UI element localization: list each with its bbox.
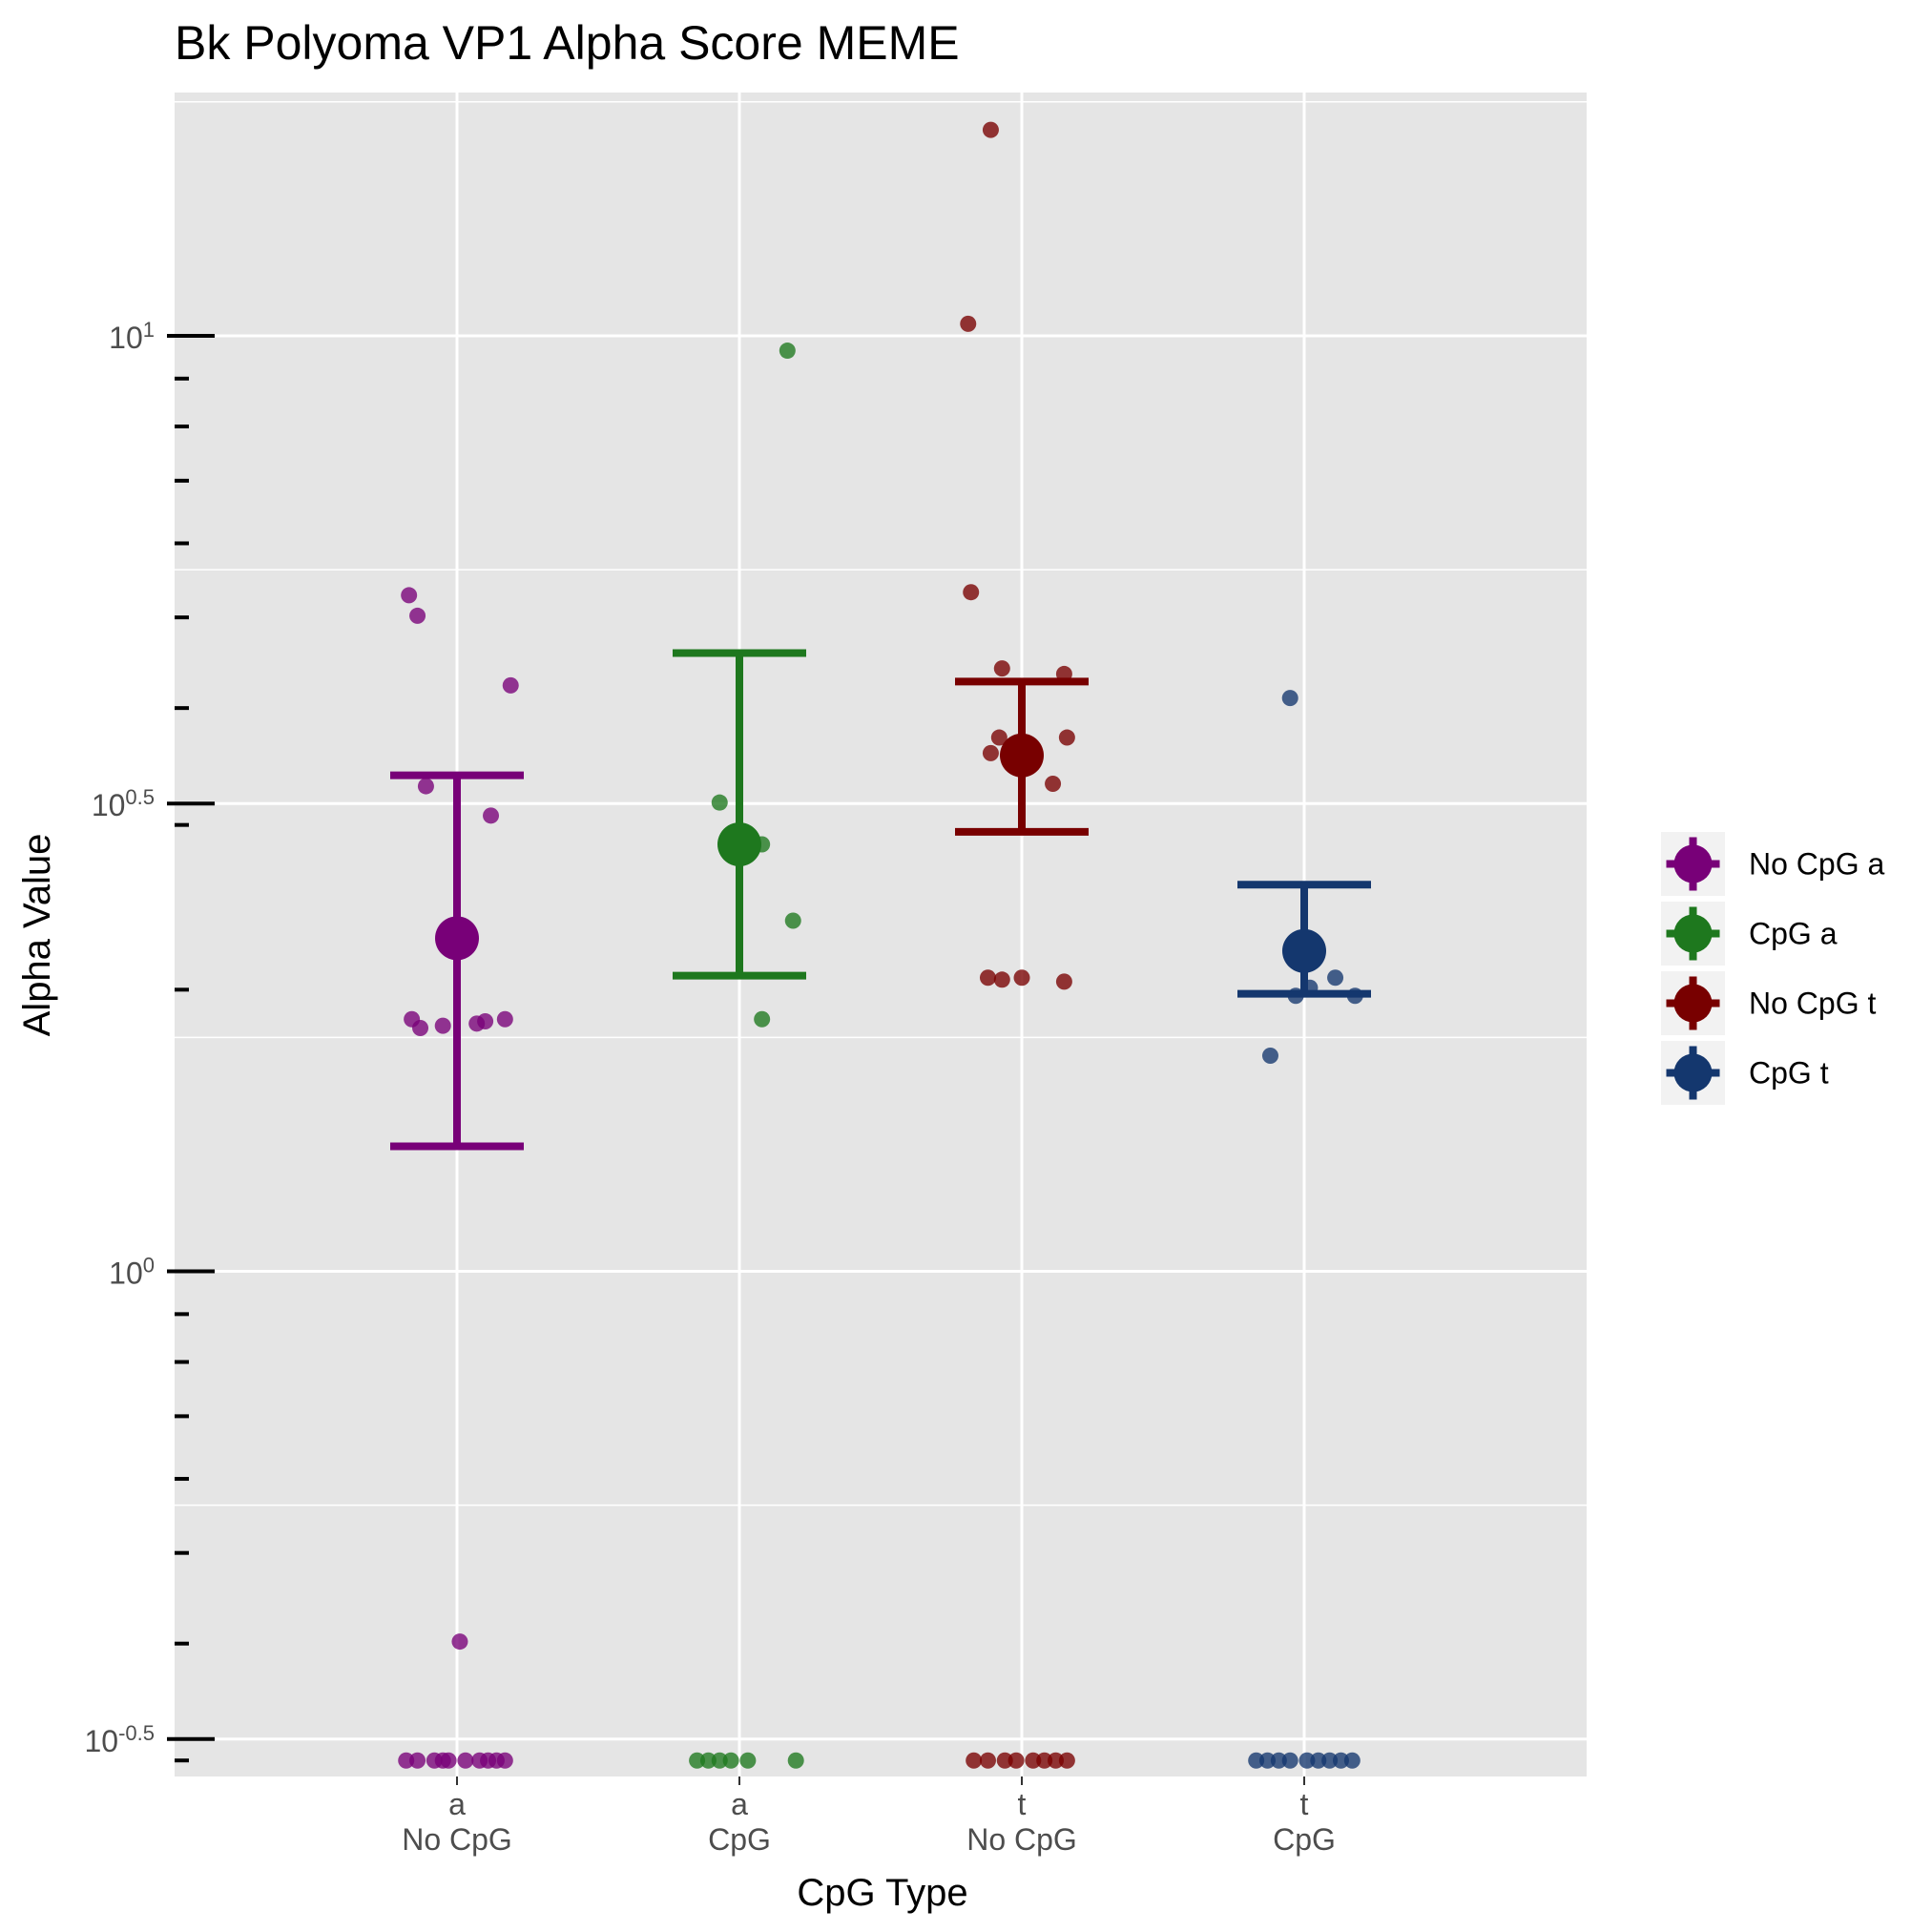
- data-point: [496, 1752, 513, 1769]
- y-axis: 10-0.5 100 100.5 101: [84, 317, 215, 1763]
- plot-panel: [175, 93, 1587, 1776]
- data-point: [1327, 969, 1344, 987]
- data-point: [409, 1752, 426, 1769]
- mean-point: [717, 822, 761, 867]
- data-point: [1008, 1752, 1025, 1769]
- data-point: [1259, 1752, 1277, 1769]
- data-point: [398, 1752, 415, 1769]
- data-point: [689, 1752, 706, 1769]
- legend-item: CpG t: [1661, 1041, 1829, 1105]
- data-point: [711, 1752, 728, 1769]
- data-point: [711, 794, 728, 811]
- data-point: [996, 1752, 1013, 1769]
- data-point: [787, 1752, 804, 1769]
- x-tick-label-line1: a: [448, 1787, 466, 1821]
- legend-label: CpG a: [1749, 917, 1838, 951]
- x-axis-title: CpG Type: [797, 1872, 967, 1914]
- mean-point: [1000, 733, 1044, 778]
- data-point: [1058, 1752, 1075, 1769]
- legend-label: CpG t: [1749, 1056, 1829, 1091]
- x-tick-label-line2: CpG: [1273, 1822, 1336, 1857]
- data-point: [1045, 775, 1062, 792]
- data-point: [1013, 969, 1030, 987]
- data-point: [1343, 1752, 1361, 1769]
- data-point: [1281, 1752, 1298, 1769]
- data-point: [1332, 1752, 1349, 1769]
- data-point: [784, 912, 801, 929]
- mean-point: [435, 916, 479, 961]
- legend: No CpG a CpG a No CpG t CpG t: [1661, 832, 1884, 1105]
- data-point: [993, 660, 1010, 677]
- data-point: [754, 1010, 771, 1028]
- legend-key-point: [1673, 844, 1713, 883]
- data-point: [412, 1019, 429, 1036]
- data-point: [979, 1752, 996, 1769]
- data-point: [1321, 1752, 1339, 1769]
- data-point: [1048, 1752, 1065, 1769]
- legend-key-point: [1673, 1053, 1713, 1092]
- data-point: [990, 729, 1008, 746]
- x-tick-label-line1: t: [1018, 1787, 1027, 1821]
- data-point: [483, 807, 500, 824]
- y-tick-label: 101: [109, 317, 155, 355]
- chart-title: Bk Polyoma VP1 Alpha Score MEME: [175, 16, 960, 70]
- data-point: [1310, 1752, 1327, 1769]
- data-point: [1298, 1752, 1316, 1769]
- data-point: [477, 1013, 494, 1030]
- data-point: [440, 1752, 457, 1769]
- data-point: [417, 778, 434, 795]
- legend-item: CpG a: [1661, 902, 1838, 966]
- x-tick-label-line2: No CpG: [966, 1822, 1077, 1857]
- x-tick-label-line1: a: [731, 1787, 748, 1821]
- data-point: [1270, 1752, 1287, 1769]
- mean-point: [1282, 928, 1326, 973]
- y-tick-label: 100: [109, 1253, 155, 1291]
- data-point: [502, 676, 519, 694]
- data-point: [960, 315, 977, 332]
- legend-item: No CpG t: [1661, 971, 1876, 1035]
- error-bars: [390, 649, 1371, 1151]
- legend-key-point: [1673, 984, 1713, 1023]
- x-tick-label-line1: t: [1300, 1787, 1309, 1821]
- data-point: [779, 343, 796, 360]
- legend-label: No CpG a: [1749, 847, 1884, 882]
- data-point: [966, 1752, 983, 1769]
- data-point: [1055, 973, 1072, 990]
- data-point: [1058, 729, 1075, 746]
- data-point: [993, 971, 1010, 988]
- data-point: [1036, 1752, 1053, 1769]
- data-point: [451, 1633, 468, 1651]
- data-point: [1261, 1048, 1278, 1065]
- data-points: [398, 121, 1363, 1769]
- data-point: [1248, 1752, 1265, 1769]
- data-point: [739, 1752, 757, 1769]
- y-tick-label: 10-0.5: [84, 1720, 155, 1758]
- x-tick-label-line2: CpG: [708, 1822, 771, 1857]
- data-point: [699, 1752, 717, 1769]
- data-point: [982, 744, 999, 761]
- data-point: [401, 587, 418, 604]
- data-point: [496, 1010, 513, 1028]
- data-point: [982, 121, 999, 138]
- legend-key-point: [1673, 914, 1713, 953]
- data-point: [979, 969, 996, 987]
- y-tick-label: 100.5: [92, 785, 155, 823]
- data-point: [963, 584, 980, 601]
- data-point: [1025, 1752, 1042, 1769]
- data-point: [409, 607, 426, 624]
- legend-item: No CpG a: [1661, 832, 1884, 896]
- data-point: [457, 1752, 474, 1769]
- data-point: [722, 1752, 739, 1769]
- data-point: [1281, 690, 1298, 707]
- legend-label: No CpG t: [1749, 987, 1876, 1021]
- data-point: [434, 1017, 451, 1034]
- x-tick-label-line2: No CpG: [402, 1822, 512, 1857]
- y-axis-title: Alpha Value: [16, 834, 58, 1037]
